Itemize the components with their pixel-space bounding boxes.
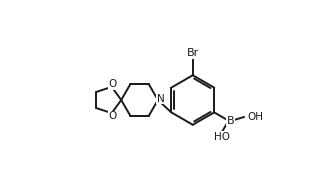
Text: OH: OH [247,112,263,122]
Text: B: B [227,116,235,126]
Text: HO: HO [214,132,229,142]
Text: O: O [109,111,117,121]
Text: Br: Br [186,48,199,58]
Text: N: N [157,94,165,104]
Text: O: O [109,79,117,89]
